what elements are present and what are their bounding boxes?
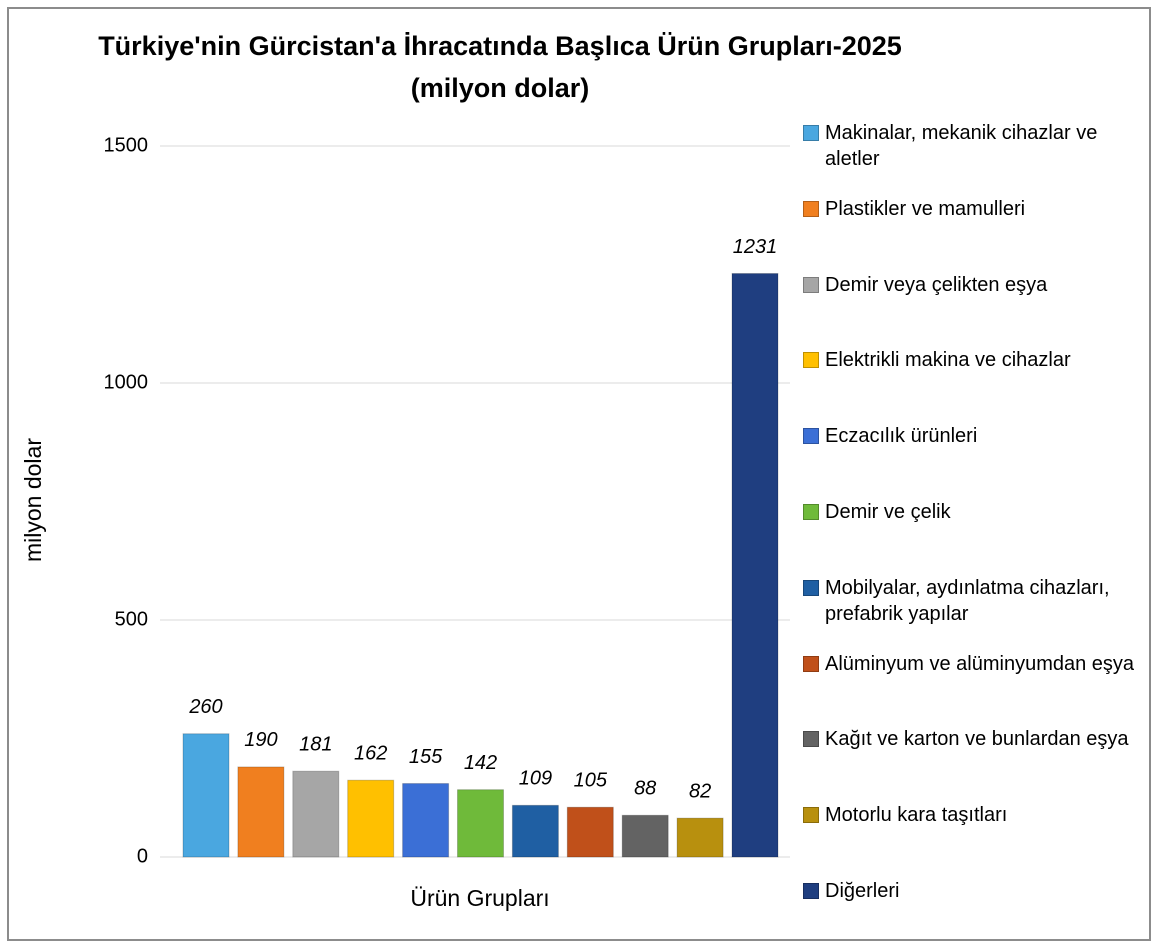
legend-item: Makinalar, mekanik cihazlar ve aletler [803,120,1153,172]
legend-item: Demir veya çelikten eşya [803,272,1153,298]
legend-label: Plastikler ve mamulleri [825,197,1026,220]
chart-subtitle: (milyon dolar) [411,73,590,103]
y-tick-label: 1500 [104,134,149,156]
data-label: 190 [244,729,277,751]
legend-item: Kağıt ve karton ve bunlardan eşya [803,726,1153,752]
bar [402,783,449,857]
x-axis-label: Ürün Grupları [410,885,549,911]
bar [512,805,559,857]
bar [677,818,724,857]
data-label: 88 [634,778,656,800]
legend-item: Plastikler ve mamulleri [803,196,1153,222]
legend-item: Demir ve çelik [803,499,1153,525]
y-tick-label: 500 [115,608,148,630]
legend-swatch [803,428,819,445]
legend-swatch [803,504,819,520]
bar-shade [731,273,779,858]
legend-label: Alüminyum ve alüminyumdan eşya [825,652,1135,675]
bar [732,273,778,858]
data-label: 260 [188,696,222,718]
legend-item: Motorlu kara taşıtları [803,802,1153,828]
chart-title: Türkiye'nin Gürcistan'a İhracatında Başl… [98,31,902,61]
legend-label: Eczacılık ürünleri [825,425,978,448]
legend-swatch [803,125,819,141]
data-label: 155 [409,746,443,768]
legend-swatch [803,352,819,369]
legend-label: Demir veya çelikten eşya [825,273,1048,296]
y-tick-label: 1000 [104,371,149,393]
data-label: 82 [689,780,711,802]
data-label: 181 [299,733,332,755]
bar-shade [182,733,230,858]
bar [183,733,229,857]
legend-label: Mobilyalar, aydınlatma cihazları, prefab… [825,576,1110,625]
legend-item: Elektrikli makina ve cihazlar [803,347,1153,373]
bar-shade [511,804,559,858]
legend-label: Elektrikli makina ve cihazlar [825,349,1071,372]
legend-label: Motorlu kara taşıtları [825,804,1008,827]
bar [622,815,669,857]
legend-swatch [803,655,819,672]
legend-swatch [803,731,819,748]
bar-shade [621,814,669,858]
legend-item: Diğerleri [803,878,1153,904]
legend-item: Eczacılık ürünleri [803,423,1153,449]
data-label: 162 [354,742,387,764]
data-label: 109 [519,768,552,790]
bar-shade [566,806,614,858]
legend-label: Kağıt ve karton ve bunlardan eşya [825,728,1129,751]
legend-swatch [803,807,819,824]
bar [457,789,504,857]
y-tick-label: 0 [137,845,148,867]
bar [567,807,614,857]
legend-swatch [803,276,819,293]
bar [292,771,339,857]
legend-label: Diğerleri [825,880,900,902]
legend-item: Mobilyalar, aydınlatma cihazları, prefab… [803,575,1153,627]
legend-label: Makinalar, mekanik cihazlar ve aletler [825,122,1098,170]
bar [347,780,394,857]
bar-shade [292,770,340,858]
bar-shade [347,779,395,858]
data-label: 105 [574,770,608,792]
bar-shade [457,789,504,858]
y-axis-label: milyon dolar [20,438,46,562]
legend-swatch [803,200,819,217]
legend-swatch [803,883,819,899]
bar [237,766,284,857]
data-label: 1231 [733,236,778,258]
data-label: 142 [464,752,497,774]
legend-label: Demir ve çelik [825,501,951,523]
bar-shade [237,766,285,858]
bar-shade [402,783,450,858]
legend-swatch [803,579,819,596]
bar-shade [676,817,724,858]
legend-item: Alüminyum ve alüminyumdan eşya [803,651,1153,677]
